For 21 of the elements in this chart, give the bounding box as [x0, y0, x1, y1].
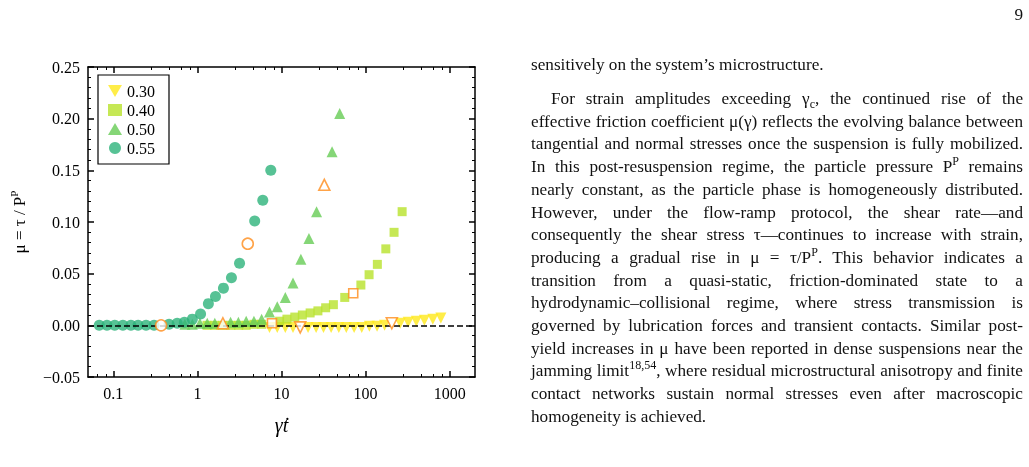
x-tick-label: 10 [273, 384, 290, 402]
y-tick-label: 0.05 [52, 265, 80, 283]
y-tick-label: 0.00 [52, 316, 80, 334]
y-tick-label: 0.15 [52, 161, 80, 179]
text: For strain amplitudes exceeding γ$_{c}$, the continued rise of the effective friction coefficient μ(γ) reflects the evolving balance between tangential and normal stresses once the suspension is fully mobilized. In this post-resuspension regime, the particle pressure P$^{P}$ remains nearly constant, as the particle phase is homogeneously distributed. However, under the flow-ramp protocol, the shear rate—and consequently the shear stress τ—continues to increase with strain, producing a gradual rise in μ = τ/P$^{P}$. This behavior indicates a transition from a quasi-static, friction-dominated state to a hydrodynamic–collisional regime, where stress transmission is governed by lubrication forces and transient contacts. Similar post-yield increases in μ have been reported in dense suspensions near the jamming limit$^{18,54}$, where residual microstructural anisotropy and finite contact networks sustain normal stresses even after macroscopic homogeneity is achieved. [531, 89, 1024, 426]
legend-label: 0.50 [127, 120, 155, 138]
y-tick-label: 0.20 [52, 110, 80, 128]
y-tick-label: −0.05 [42, 368, 80, 386]
x-tick-label: 0.1 [103, 384, 124, 402]
x-tick-label: 1000 [433, 384, 466, 402]
x-axis-title: γ̇t [274, 414, 289, 437]
y-axis-title: μ = τ / PP [7, 190, 29, 254]
text: 9 [1013, 4, 1023, 26]
legend-label: 0.30 [127, 82, 155, 100]
x-tick-label: 1 [193, 384, 202, 402]
legend-label: 0.40 [127, 101, 155, 119]
x-tick-label: 100 [353, 384, 378, 402]
text: sensitively on the system’s microstructure. [531, 54, 825, 76]
legend-label: 0.55 [127, 139, 155, 157]
y-tick-label: 0.10 [52, 213, 80, 231]
y-tick-label: 0.25 [52, 58, 80, 76]
